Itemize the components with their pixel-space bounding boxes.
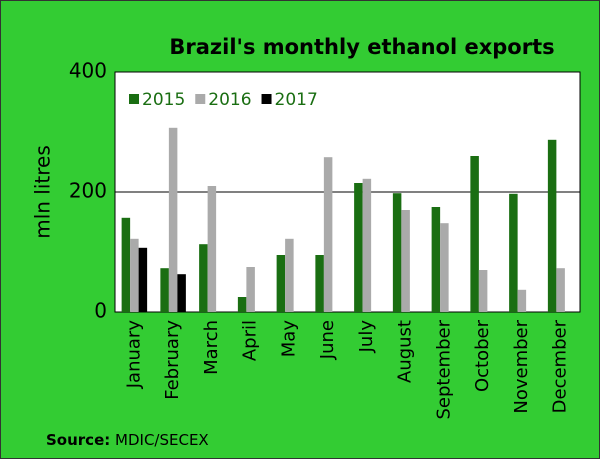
x-tick-label: December (550, 319, 571, 413)
bar (138, 247, 148, 312)
x-tick-label: February (162, 320, 183, 400)
bar (556, 268, 565, 312)
x-tick-label: April (240, 320, 261, 361)
bar (362, 178, 372, 312)
y-tick-label: 200 (69, 179, 107, 203)
bar (470, 156, 479, 312)
bar (354, 183, 363, 312)
bar (323, 157, 333, 312)
bar (392, 193, 402, 312)
bar (401, 210, 410, 312)
source-label: Source: (46, 431, 110, 449)
legend-label: 2017 (275, 90, 318, 110)
x-tick-label: July (356, 320, 377, 354)
bar (177, 274, 186, 312)
x-tick-label: November (511, 319, 532, 413)
bar (160, 268, 169, 312)
x-tick-label: May (278, 320, 299, 358)
bar (168, 127, 178, 312)
source: Source: MDIC/SECEX (46, 431, 209, 449)
bar (199, 244, 208, 312)
bar (509, 193, 518, 312)
bar (547, 139, 557, 312)
bar (315, 255, 324, 312)
source-text: MDIC/SECEX (115, 431, 209, 449)
y-axis-label: mln litres (31, 145, 55, 239)
bar (440, 223, 449, 312)
bar (276, 255, 286, 312)
y-tick-label: 0 (94, 299, 107, 323)
bar (246, 267, 255, 312)
x-tick-label: June (317, 320, 338, 360)
legend-swatch (195, 94, 206, 104)
legend-label: 2016 (208, 90, 251, 110)
bar (517, 289, 527, 312)
legend-swatch (129, 94, 139, 104)
y-tick-label: 400 (69, 59, 107, 83)
legend-swatch (261, 94, 272, 104)
bar (121, 217, 131, 312)
x-tick-label: September (433, 319, 454, 419)
bar (285, 238, 294, 312)
bar (431, 207, 441, 312)
x-tick-label: March (201, 320, 222, 375)
chart-title: Brazil's monthly ethanol exports (169, 35, 554, 59)
bar (130, 238, 139, 312)
bar (478, 270, 488, 312)
x-tick-label: October (472, 319, 493, 392)
bar (237, 297, 247, 312)
bar (207, 186, 217, 312)
x-tick-label: January (123, 320, 144, 390)
x-tick-label: August (395, 320, 416, 383)
legend-label: 2015 (142, 90, 185, 110)
